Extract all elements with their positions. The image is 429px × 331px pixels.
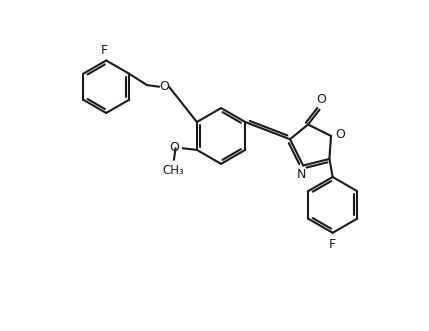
Text: O: O <box>169 141 179 154</box>
Text: F: F <box>101 44 108 57</box>
Text: O: O <box>335 128 345 141</box>
Text: F: F <box>329 238 336 251</box>
Text: N: N <box>297 168 306 181</box>
Text: CH₃: CH₃ <box>162 164 184 177</box>
Text: O: O <box>159 79 169 93</box>
Text: O: O <box>316 93 326 106</box>
